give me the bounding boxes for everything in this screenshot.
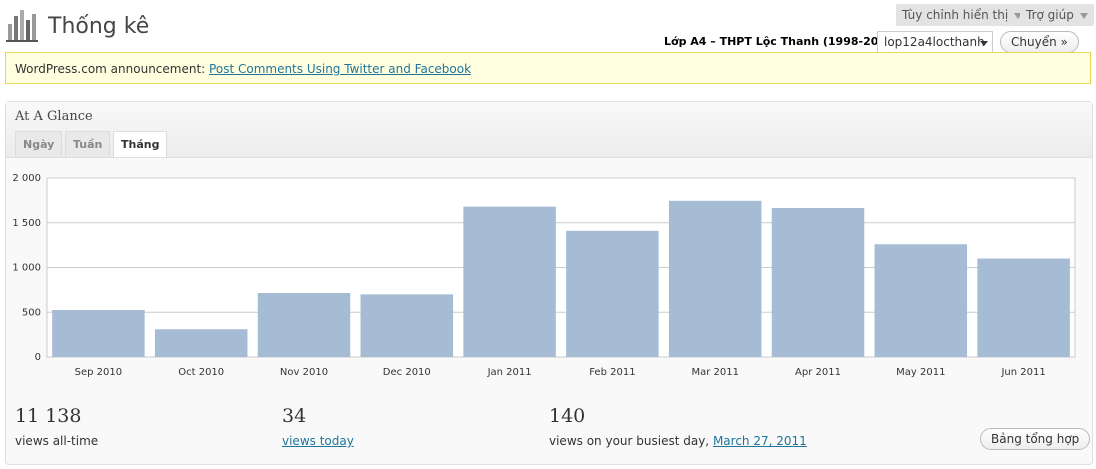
stat-label-row: views all-time xyxy=(15,434,98,448)
summary-button[interactable]: Bảng tổng hợp xyxy=(980,428,1091,450)
x-tick-label: Oct 2010 xyxy=(178,367,224,378)
announcement-link[interactable]: Post Comments Using Twitter and Facebook xyxy=(209,62,472,76)
x-tick-label: Dec 2010 xyxy=(383,367,431,378)
x-tick-label: Mar 2011 xyxy=(691,367,739,378)
page-title: Thống kê xyxy=(48,14,150,39)
x-tick-label: Nov 2010 xyxy=(280,367,328,378)
help[interactable]: Trợ giúp xyxy=(1020,4,1094,26)
tab[interactable]: Tuần xyxy=(65,131,111,157)
tab[interactable]: Ngày xyxy=(15,131,63,157)
stat-label: views on your busiest day, xyxy=(549,434,710,448)
y-tick-label: 1 000 xyxy=(12,263,41,274)
bar xyxy=(566,230,659,357)
x-tick-label: Jun 2011 xyxy=(1000,367,1045,378)
x-tick-label: Apr 2011 xyxy=(795,367,841,378)
y-tick-label: 0 xyxy=(35,352,41,363)
help-label: Trợ giúp xyxy=(1026,8,1074,22)
x-tick-label: Feb 2011 xyxy=(589,367,635,378)
chart: 0 500 1 000 1 500 2 000 Sep 2010 Oct 2010 Nov 2… xyxy=(12,173,1076,378)
tab[interactable]: Tháng xyxy=(113,131,168,157)
bar xyxy=(52,310,145,357)
bar xyxy=(257,293,351,357)
y-tick-label: 1 500 xyxy=(12,218,41,229)
bar xyxy=(463,206,556,357)
bar xyxy=(874,244,968,357)
stat-label: views all-time xyxy=(15,434,99,448)
stat-value: 140 xyxy=(549,405,586,427)
x-tick-label: May 2011 xyxy=(896,367,945,378)
bar xyxy=(977,258,1070,357)
y-tick-label: 500 xyxy=(22,307,41,318)
stat-link[interactable]: March 27, 2011 xyxy=(712,434,807,448)
blog-select[interactable]: lop12a4locthanh xyxy=(877,31,993,54)
bar xyxy=(360,294,454,357)
bar xyxy=(668,200,762,357)
announcement: WordPress.com announcement: Post Comment… xyxy=(5,52,1091,84)
stat-value: 11 138 xyxy=(15,405,82,427)
screen-options-label: Tùy chỉnh hiển thị xyxy=(902,8,1009,22)
stat-link[interactable]: views today xyxy=(282,434,354,448)
stat-value: 34 xyxy=(282,405,307,427)
screen-options[interactable]: Tùy chỉnh hiển thị xyxy=(896,4,1029,26)
stat-label-row: views on your busiest day, March 27, 201… xyxy=(549,434,807,448)
x-tick-label: Jan 2011 xyxy=(487,367,532,378)
blog-select-value: lop12a4locthanh xyxy=(884,35,985,49)
go-button[interactable]: Chuyển » xyxy=(1000,31,1079,53)
stat-label-row: views today xyxy=(282,434,354,448)
x-tick-label: Sep 2010 xyxy=(75,367,122,378)
announcement-text: WordPress.com announcement: xyxy=(15,62,206,76)
bar xyxy=(771,207,865,357)
blog-name: Lớp A4 – THPT Lộc Thanh (1998-2001) xyxy=(664,35,899,48)
bar xyxy=(154,329,248,357)
stats-icon xyxy=(6,10,38,42)
y-tick-label: 2 000 xyxy=(12,173,41,184)
panel-title: At A Glance xyxy=(15,109,93,124)
